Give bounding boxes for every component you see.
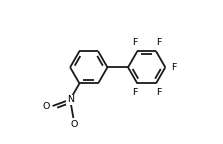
Text: N: N [67,95,74,104]
Text: F: F [132,37,137,47]
Text: O: O [70,120,77,129]
Text: F: F [156,88,161,97]
Text: F: F [156,37,161,47]
Text: F: F [171,63,176,72]
Text: F: F [132,88,137,97]
Text: O: O [43,102,50,111]
